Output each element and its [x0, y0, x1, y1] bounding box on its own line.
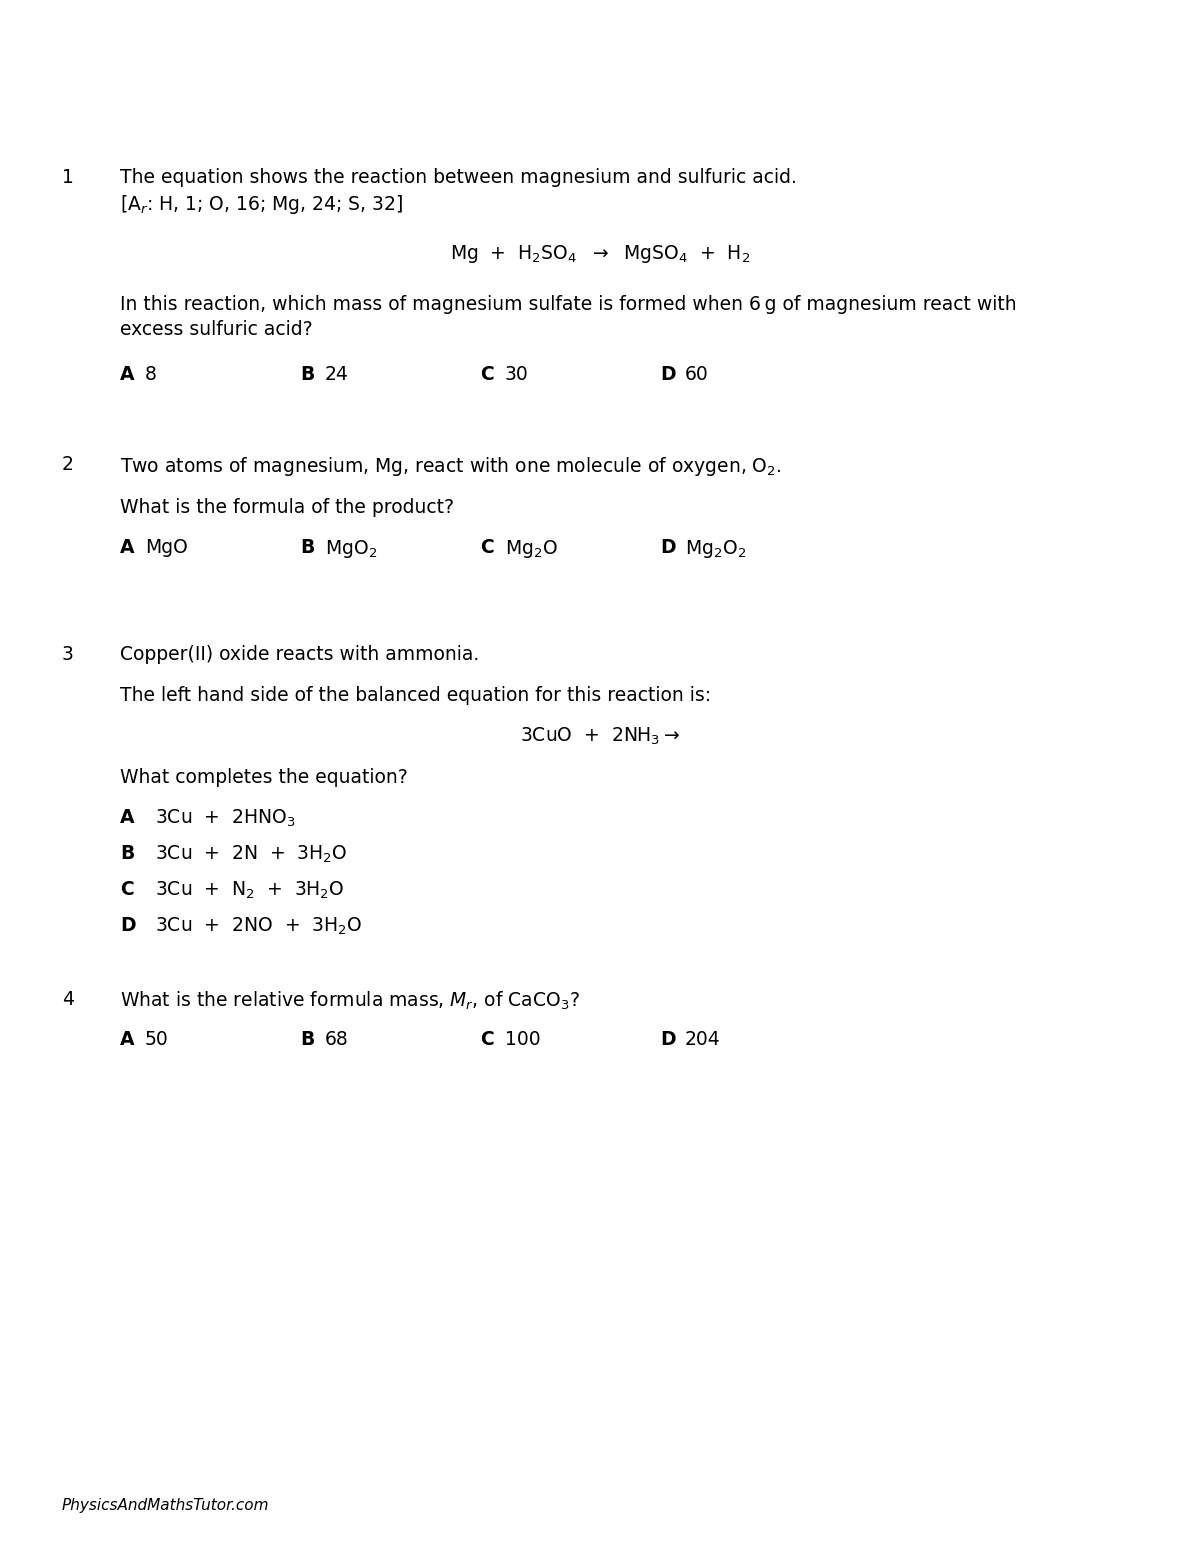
Text: The equation shows the reaction between magnesium and sulfuric acid.: The equation shows the reaction between …: [120, 168, 797, 186]
Text: 204: 204: [685, 1030, 721, 1048]
Text: [A$_r$: H, 1; O, 16; Mg, 24; S, 32]: [A$_r$: H, 1; O, 16; Mg, 24; S, 32]: [120, 193, 403, 216]
Text: 3Cu  +  2N  +  3H$_2$O: 3Cu + 2N + 3H$_2$O: [155, 843, 347, 865]
Text: In this reaction, which mass of magnesium sulfate is formed when 6 g of magnesiu: In this reaction, which mass of magnesiu…: [120, 295, 1016, 314]
Text: C: C: [480, 537, 493, 558]
Text: 68: 68: [325, 1030, 349, 1048]
Text: Copper(II) oxide reacts with ammonia.: Copper(II) oxide reacts with ammonia.: [120, 644, 479, 665]
Text: Mg  +  H$_2$SO$_4$  $\rightarrow$  MgSO$_4$  +  H$_2$: Mg + H$_2$SO$_4$ $\rightarrow$ MgSO$_4$ …: [450, 242, 750, 266]
Text: 1: 1: [62, 168, 74, 186]
Text: excess sulfuric acid?: excess sulfuric acid?: [120, 320, 313, 339]
Text: B: B: [300, 1030, 314, 1048]
Text: 3Cu  +  2HNO$_3$: 3Cu + 2HNO$_3$: [155, 808, 295, 829]
Text: C: C: [120, 881, 133, 899]
Text: 4: 4: [62, 989, 74, 1009]
Text: MgO: MgO: [145, 537, 187, 558]
Text: 2: 2: [62, 455, 74, 474]
Text: The left hand side of the balanced equation for this reaction is:: The left hand side of the balanced equat…: [120, 686, 712, 705]
Text: Mg$_2$O: Mg$_2$O: [505, 537, 558, 561]
Text: 24: 24: [325, 365, 349, 384]
Text: A: A: [120, 537, 134, 558]
Text: 3CuO  +  2NH$_3$$\rightarrow$: 3CuO + 2NH$_3$$\rightarrow$: [520, 725, 680, 747]
Text: 3Cu  +  2NO  +  3H$_2$O: 3Cu + 2NO + 3H$_2$O: [155, 916, 362, 938]
Text: A: A: [120, 808, 134, 828]
Text: What completes the equation?: What completes the equation?: [120, 769, 408, 787]
Text: D: D: [660, 537, 676, 558]
Text: B: B: [120, 843, 134, 863]
Text: 100: 100: [505, 1030, 541, 1048]
Text: D: D: [120, 916, 136, 935]
Text: B: B: [300, 365, 314, 384]
Text: B: B: [300, 537, 314, 558]
Text: D: D: [660, 365, 676, 384]
Text: 8: 8: [145, 365, 157, 384]
Text: A: A: [120, 1030, 134, 1048]
Text: Mg$_2$O$_2$: Mg$_2$O$_2$: [685, 537, 746, 561]
Text: Two atoms of magnesium, Mg, react with one molecule of oxygen, O$_2$.: Two atoms of magnesium, Mg, react with o…: [120, 455, 781, 478]
Text: D: D: [660, 1030, 676, 1048]
Text: C: C: [480, 365, 493, 384]
Text: 50: 50: [145, 1030, 169, 1048]
Text: What is the formula of the product?: What is the formula of the product?: [120, 499, 454, 517]
Text: 30: 30: [505, 365, 529, 384]
Text: 60: 60: [685, 365, 709, 384]
Text: 3Cu  +  N$_2$  +  3H$_2$O: 3Cu + N$_2$ + 3H$_2$O: [155, 881, 344, 901]
Text: What is the relative formula mass, $M_r$, of CaCO$_3$?: What is the relative formula mass, $M_r$…: [120, 989, 580, 1013]
Text: 3: 3: [62, 644, 74, 665]
Text: C: C: [480, 1030, 493, 1048]
Text: PhysicsAndMathsTutor.com: PhysicsAndMathsTutor.com: [62, 1499, 270, 1513]
Text: MgO$_2$: MgO$_2$: [325, 537, 377, 561]
Text: A: A: [120, 365, 134, 384]
